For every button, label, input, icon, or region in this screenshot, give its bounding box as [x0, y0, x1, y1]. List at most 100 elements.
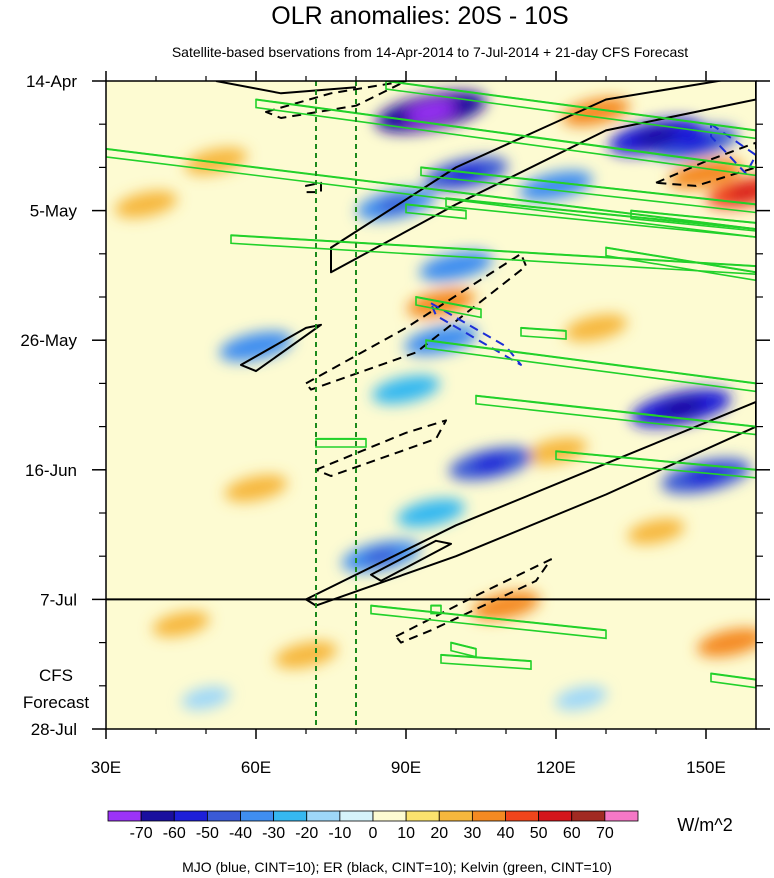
colorbar-swatch-7 — [339, 810, 374, 822]
contour-kelvin-outline-25 — [475, 394, 756, 436]
anomaly-core-26 — [472, 454, 510, 473]
contour-kelvin-outline-26 — [555, 450, 756, 479]
colorbar-label-4: -30 — [262, 825, 285, 842]
contour-er-4 — [370, 539, 452, 582]
contour-er-3 — [305, 400, 756, 607]
contour-kelvin-outline-17 — [445, 197, 756, 238]
wave-contours — [106, 81, 756, 689]
colorbar-units: W/m^2 — [677, 815, 732, 835]
chart-title: OLR anomalies: 20S - 10S — [271, 2, 568, 30]
anomaly-blob-1 — [555, 686, 607, 711]
y-tick-label-63: 16-Jun — [25, 461, 77, 480]
x-tick-label-90: 90E — [391, 758, 421, 777]
colorbar-label-1: -60 — [163, 825, 186, 842]
contour-er-1 — [330, 81, 756, 274]
anomaly-core-31 — [406, 101, 456, 123]
anomaly-blob-17 — [419, 251, 493, 282]
colorbar-label-9: 20 — [430, 825, 448, 842]
colorbar-label-14: 70 — [596, 825, 614, 842]
anomaly-blob-9 — [274, 641, 338, 669]
reference-lines — [106, 81, 756, 729]
colorbar-label-5: -20 — [295, 825, 318, 842]
contour-mjo-11 — [430, 302, 522, 366]
colorbar-swatch-8 — [372, 810, 407, 822]
colorbar-label-13: 60 — [563, 825, 581, 842]
colorbar-label-0: -70 — [130, 825, 153, 842]
x-tick-label-120: 120E — [536, 758, 576, 777]
anomaly-blob-6 — [564, 314, 628, 342]
x-tick-label-30: 30E — [91, 758, 121, 777]
plot-frame — [105, 80, 757, 730]
anomaly-blob-0 — [181, 686, 231, 710]
contour-kelvin-outline-20 — [405, 203, 467, 220]
contour-er-7 — [315, 419, 447, 477]
colorbar-swatch-12 — [505, 810, 540, 822]
colorbar-swatch-9 — [405, 810, 440, 822]
anomaly-blob-16 — [519, 170, 593, 201]
colorbar-swatch-14 — [571, 810, 606, 822]
colorbar-swatch-4 — [240, 810, 275, 822]
contour-er-6 — [305, 252, 527, 391]
anomaly-blob-18 — [219, 331, 293, 362]
contour-kelvin-outline-15 — [385, 81, 756, 140]
colorbar-label-10: 30 — [463, 825, 481, 842]
colorbar-swatch-10 — [438, 810, 473, 822]
colorbar-swatch-13 — [538, 810, 573, 822]
contour-kelvin-outline-28 — [370, 604, 607, 640]
contour-kelvin-outline-19 — [230, 234, 756, 276]
colorbar-swatch-3 — [206, 810, 241, 822]
colorbar-label-11: 40 — [497, 825, 515, 842]
colorbar-swatch-15 — [604, 810, 639, 822]
contour-kelvin-outline-14 — [255, 98, 756, 177]
colorbar-swatch-1 — [140, 810, 175, 822]
anomaly-blob-8 — [224, 474, 288, 502]
colorbar-label-7: 0 — [369, 825, 378, 842]
anomaly-blob-5 — [114, 190, 178, 218]
contour-er-8 — [395, 558, 552, 644]
contour-er-9 — [655, 141, 756, 187]
contour-kelvin-outline-18 — [630, 209, 756, 232]
x-tick-label-60: 60E — [241, 758, 271, 777]
anomaly-core-25 — [447, 164, 485, 183]
y-tick-label-0: 14-Apr — [26, 72, 77, 91]
anomaly-core-28 — [685, 466, 727, 486]
contour-kelvin-outline-24 — [520, 327, 567, 340]
axes: 30E 60E 90E 120E 150E 14-Apr 5-May 26-May 16-Jun… — [20, 71, 770, 777]
colorbar-label-2: -50 — [196, 825, 219, 842]
colorbar-swatch-11 — [471, 810, 506, 822]
anomaly-core-23 — [728, 183, 756, 201]
contour-kelvin-outline-30 — [450, 641, 477, 658]
x-tick-label-150: 150E — [686, 758, 726, 777]
forecast-label-line2: Forecast — [23, 693, 89, 712]
anomaly-blob-15 — [697, 628, 756, 657]
anomaly-blob-11 — [397, 498, 465, 528]
colorbar-swatch-2 — [173, 810, 208, 822]
contour-kelvin-outline-13 — [106, 148, 756, 238]
y-tick-label-42: 26-May — [20, 331, 77, 350]
plot-area — [106, 81, 756, 729]
anomaly-blob-13 — [407, 288, 475, 318]
colorbar-label-8: 10 — [397, 825, 415, 842]
contour-kelvin-outline-22 — [415, 296, 482, 319]
colorbar-swatch-6 — [306, 810, 341, 822]
colorbar-label-3: -40 — [229, 825, 252, 842]
colorbar-label-12: 50 — [530, 825, 548, 842]
contour-er-0 — [215, 81, 357, 95]
colorbar: -70 -60 -50 -40 -30 -20 -10 0 10 20 30 40 50 60 70 — [107, 810, 639, 842]
contour-er-5 — [265, 81, 407, 119]
contour-kelvin-outline-21 — [605, 246, 756, 282]
contour-kelvin-outline-23 — [425, 339, 756, 393]
chart-subtitle: Satellite-based bservations from 14-Apr-… — [172, 44, 688, 60]
contour-kelvin-outline-31 — [430, 604, 442, 615]
contour-er-2 — [240, 323, 322, 373]
contour-kelvin-outline-16 — [420, 166, 756, 214]
forecast-label-line1: CFS — [39, 666, 73, 685]
y-tick-label-21: 5-May — [30, 202, 78, 221]
anomaly-blob-10 — [372, 375, 440, 404]
colorbar-label-6: -10 — [328, 825, 351, 842]
contour-kelvin-outline-32 — [710, 672, 756, 689]
anomaly-core-29 — [634, 127, 678, 147]
colorbar-swatch-5 — [273, 810, 308, 822]
y-tick-label-105: 28-Jul — [31, 720, 77, 739]
contour-caption: MJO (blue, CINT=10); ER (black, CINT=10)… — [182, 859, 612, 875]
